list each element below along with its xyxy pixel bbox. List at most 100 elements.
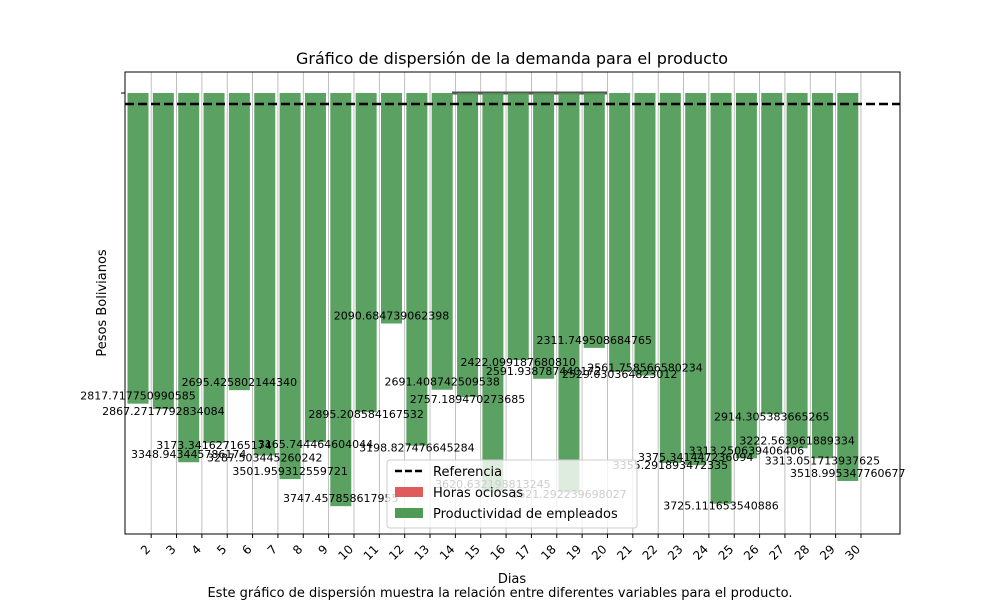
- chart-caption: Este gráfico de dispersión muestra la re…: [207, 586, 792, 600]
- bar-value-label: 2561.758566580234: [587, 361, 702, 374]
- bars: [127, 93, 859, 507]
- x-tick-label: 26: [741, 542, 762, 563]
- bar-value-label: 2695.425802144340: [182, 376, 297, 389]
- bar-value-label: 3313.051713937625: [765, 454, 880, 467]
- bar-productividad: [811, 93, 833, 459]
- x-tick-label: 24: [690, 542, 711, 563]
- x-tick-label: 22: [640, 542, 661, 563]
- bar-value-label: 3313.250639406406: [689, 444, 804, 457]
- x-tick-label: 30: [842, 542, 863, 563]
- x-tick-label: 7: [265, 542, 280, 557]
- y-axis-label: Pesos Bolivianos: [95, 249, 110, 357]
- legend-productivity-label: Productividad de empleados: [433, 507, 618, 522]
- bar-productividad: [837, 93, 859, 481]
- bar-productividad: [507, 93, 529, 361]
- bar-productividad: [254, 93, 276, 456]
- bar-value-label: 3348.943445786174: [131, 448, 246, 461]
- bar-value-label: 3165.744464604044: [258, 438, 373, 451]
- x-axis-label: Dias: [498, 572, 527, 587]
- x-tick-label: 17: [513, 542, 534, 563]
- bar-value-label: 3747.457858617955: [283, 492, 398, 505]
- bar-productividad: [735, 93, 757, 459]
- chart-title: Gráfico de dispersión de la demanda para…: [296, 49, 728, 68]
- bar-productividad: [330, 93, 352, 507]
- bar-productividad: [203, 93, 225, 443]
- x-tick-label: 14: [437, 542, 458, 563]
- bar-productividad: [431, 93, 453, 390]
- bar-value-label: 2090.684739062398: [334, 309, 449, 322]
- bar-value-label: 3173.341627165174: [156, 439, 271, 452]
- bar-value-label: 3355.291893472335: [613, 459, 728, 472]
- x-tick-label: 2: [138, 542, 153, 557]
- bar-productividad: [786, 93, 808, 449]
- bar-productividad: [583, 93, 605, 348]
- x-tick-label: 25: [716, 542, 737, 563]
- bar-value-label: 2591.938787440172: [486, 365, 601, 378]
- bar-value-label: 2691.408742509538: [384, 376, 499, 389]
- bar-value-label: 2311.749508684765: [537, 334, 652, 347]
- legend-box: [386, 459, 638, 529]
- x-tick-label: 6: [239, 542, 254, 557]
- grid: [150, 72, 862, 534]
- bar-productividad: [533, 93, 555, 379]
- bar-value-label: 3725.111653540886: [663, 500, 778, 513]
- bar-value-label: 2757.189470273685: [410, 393, 525, 406]
- legend-productivity-swatch: [395, 508, 423, 518]
- bar-value-label: 3287.503445260242: [207, 451, 322, 464]
- bar-value-label: 2914.305383665265: [714, 410, 829, 423]
- x-tick-label: 3: [163, 542, 178, 557]
- bar-productividad: [634, 93, 656, 376]
- bar-productividad: [127, 93, 149, 404]
- bar-value-label: 2817.717750990585: [80, 390, 195, 403]
- bar-value-label: 2529.030364823012: [562, 368, 677, 381]
- bar-productividad: [685, 93, 707, 466]
- bar-productividad: [457, 93, 479, 397]
- bar-productividad: [609, 93, 631, 372]
- bar-value-label: 3198.827476645284: [359, 442, 474, 455]
- x-tick-label: 16: [487, 542, 508, 563]
- x-tick-label: 5: [214, 542, 229, 557]
- bar-productividad: [228, 93, 250, 391]
- bar-productividad: [558, 93, 580, 493]
- bar-productividad: [482, 93, 504, 493]
- bar-productividad: [406, 93, 428, 446]
- x-tick-label: 10: [335, 542, 356, 563]
- bar-value-label: 2867.2717792834084: [102, 405, 224, 418]
- bar-productividad: [355, 93, 377, 413]
- bar-value-label: 3222.563961889334: [739, 434, 854, 447]
- bar-productividad: [659, 93, 681, 463]
- bar-productividad: [710, 93, 732, 504]
- legend-idle-hours-label: Horas ociosas: [433, 486, 523, 501]
- bar-productividad: [152, 93, 174, 410]
- bar-value-label: 3501.959312559721: [232, 465, 347, 478]
- legend: Referencia Horas ociosas Productividad d…: [386, 459, 638, 529]
- x-tick-label: 13: [411, 542, 432, 563]
- x-tick-label: 18: [538, 542, 559, 563]
- x-tick-label: 15: [462, 542, 483, 563]
- bar-productividad: [279, 93, 301, 480]
- bar-value-label: 2422.099187680810: [461, 356, 576, 369]
- x-tick-label: 11: [361, 542, 382, 563]
- bar-value-label: 2895.208584167532: [308, 408, 423, 421]
- x-tick-label: 12: [386, 542, 407, 563]
- x-tick-label: 23: [665, 542, 686, 563]
- bar-value-label: 3375.341447236094: [638, 451, 753, 464]
- bar-productividad: [381, 93, 402, 324]
- bar-productividad: [178, 93, 200, 463]
- x-tick-label: 27: [766, 542, 787, 563]
- legend-idle-hours-swatch: [395, 487, 423, 497]
- bar-productividad: [304, 93, 326, 443]
- x-tick-label: 28: [792, 542, 813, 563]
- x-tick-label: 21: [614, 542, 635, 563]
- x-tick-label: 29: [817, 542, 838, 563]
- x-tick-label: 19: [564, 542, 585, 563]
- plot-frame: [124, 71, 901, 535]
- x-tick-label: 8: [290, 542, 305, 557]
- bar-productividad: [761, 93, 783, 415]
- x-tick-label: 9: [315, 542, 330, 557]
- legend-reference-label: Referencia: [433, 465, 502, 480]
- bar-value-label: 3518.995347760677: [790, 467, 905, 480]
- x-ticks: 2 3 4 5 6 7 8 9 10 11 12 13 14 15 16 17 18 19 20 21 22 23 24 25…: [138, 534, 863, 563]
- x-tick-label: 20: [589, 542, 610, 563]
